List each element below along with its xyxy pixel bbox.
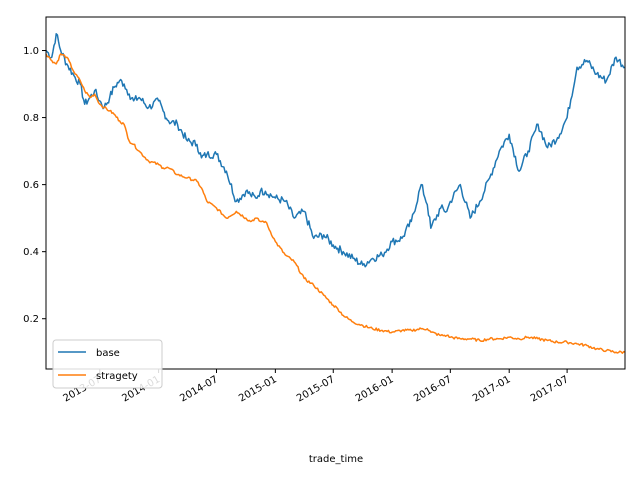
y-tick-label: 1.0 xyxy=(23,46,39,57)
legend: base stragety xyxy=(52,339,163,389)
y-tick-label: 0.2 xyxy=(23,314,39,325)
y-tick-label: 0.8 xyxy=(23,113,39,124)
legend-label-base: base xyxy=(96,348,120,359)
x-axis-label: trade_time xyxy=(309,454,363,465)
legend-label-stragety: stragety xyxy=(96,371,138,382)
series-line-stragety xyxy=(45,53,626,354)
plot-lines xyxy=(45,33,626,354)
y-axis: 0.2 0.4 0.6 0.8 1.0 xyxy=(23,46,46,325)
y-tick-label: 0.6 xyxy=(23,180,39,191)
y-tick-label: 0.4 xyxy=(23,247,39,258)
axes-frame xyxy=(45,16,626,370)
series-line-base xyxy=(45,33,626,268)
